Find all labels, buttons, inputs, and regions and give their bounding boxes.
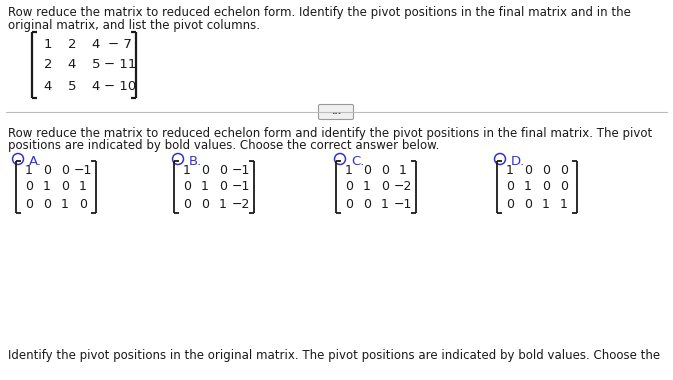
Text: 0: 0: [183, 198, 191, 211]
Text: − 11: − 11: [104, 59, 136, 71]
Text: 0: 0: [183, 180, 191, 193]
Text: −2: −2: [394, 180, 412, 193]
Text: 1: 1: [25, 163, 33, 176]
Text: 0: 0: [43, 198, 51, 211]
Text: 1: 1: [363, 180, 371, 193]
Text: 0: 0: [61, 180, 69, 193]
Text: A.: A.: [29, 155, 42, 168]
Text: −1: −1: [74, 163, 92, 176]
Text: 0: 0: [61, 163, 69, 176]
Text: 0: 0: [524, 163, 532, 176]
Text: 1: 1: [381, 198, 389, 211]
Text: 0: 0: [201, 198, 209, 211]
Text: 0: 0: [542, 180, 550, 193]
Text: positions are indicated by bold values. Choose the correct answer below.: positions are indicated by bold values. …: [8, 139, 439, 152]
Text: 5: 5: [92, 59, 100, 71]
Text: B.: B.: [189, 155, 203, 168]
Text: − 10: − 10: [104, 79, 136, 92]
Text: 0: 0: [363, 198, 371, 211]
Text: 1: 1: [61, 198, 69, 211]
Text: 0: 0: [345, 180, 353, 193]
Text: Identify the pivot positions in the original matrix. The pivot positions are ind: Identify the pivot positions in the orig…: [8, 349, 660, 362]
Text: 0: 0: [381, 163, 389, 176]
Text: −1: −1: [232, 163, 250, 176]
Text: 0: 0: [524, 198, 532, 211]
Text: 1: 1: [219, 198, 227, 211]
Text: 0: 0: [381, 180, 389, 193]
Text: 2: 2: [68, 38, 76, 51]
Text: 4: 4: [92, 79, 100, 92]
FancyBboxPatch shape: [318, 105, 353, 119]
Text: −2: −2: [232, 198, 250, 211]
Text: 1: 1: [560, 198, 568, 211]
Text: 1: 1: [542, 198, 550, 211]
Text: 1: 1: [44, 38, 52, 51]
Text: 0: 0: [79, 198, 87, 211]
Text: 0: 0: [219, 163, 227, 176]
Text: 4: 4: [44, 79, 52, 92]
Text: 0: 0: [219, 180, 227, 193]
Text: 0: 0: [25, 198, 33, 211]
Text: 1: 1: [183, 163, 191, 176]
Text: 0: 0: [542, 163, 550, 176]
Text: D.: D.: [511, 155, 525, 168]
Text: 0: 0: [506, 198, 514, 211]
Text: −1: −1: [232, 180, 250, 193]
Text: 0: 0: [25, 180, 33, 193]
Text: −1: −1: [394, 198, 412, 211]
Text: 1: 1: [79, 180, 87, 193]
Text: 2: 2: [44, 59, 52, 71]
Text: 0: 0: [506, 180, 514, 193]
Text: 0: 0: [363, 163, 371, 176]
Text: 1: 1: [399, 163, 407, 176]
Text: 1: 1: [524, 180, 532, 193]
Text: 0: 0: [345, 198, 353, 211]
Text: original matrix, and list the pivot columns.: original matrix, and list the pivot colu…: [8, 19, 260, 32]
Text: Row reduce the matrix to reduced echelon form and identify the pivot positions i: Row reduce the matrix to reduced echelon…: [8, 127, 652, 140]
Text: 0: 0: [560, 163, 568, 176]
Text: 5: 5: [68, 79, 76, 92]
Text: 1: 1: [43, 180, 51, 193]
Text: ...: ...: [331, 108, 341, 117]
Text: 4: 4: [92, 38, 100, 51]
Text: 0: 0: [43, 163, 51, 176]
Text: C.: C.: [351, 155, 364, 168]
Text: 1: 1: [201, 180, 209, 193]
Text: 1: 1: [506, 163, 514, 176]
Text: 0: 0: [201, 163, 209, 176]
Text: − 7: − 7: [108, 38, 132, 51]
Text: Row reduce the matrix to reduced echelon form. Identify the pivot positions in t: Row reduce the matrix to reduced echelon…: [8, 6, 631, 19]
Text: 0: 0: [560, 180, 568, 193]
Text: 4: 4: [68, 59, 76, 71]
Text: 1: 1: [345, 163, 353, 176]
